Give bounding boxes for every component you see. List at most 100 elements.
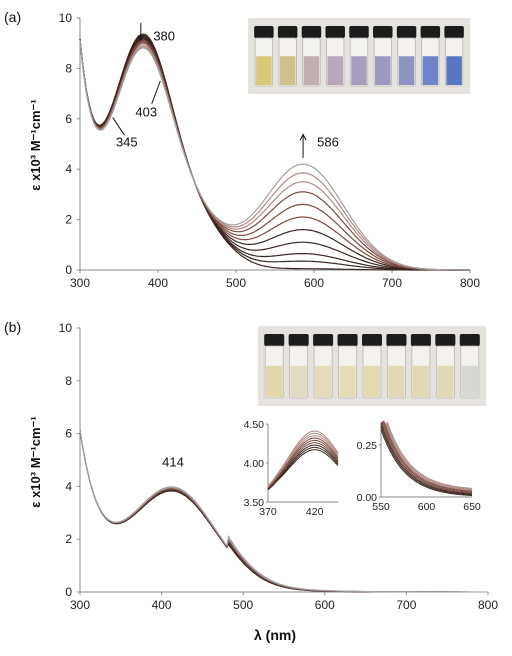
panel-a-ylabel: ε x10³ M⁻¹cm⁻¹ [28,99,43,190]
panel-b-ytick-label: 10 [59,321,73,335]
vial-cap [459,334,480,346]
vial-solution [398,56,415,85]
panel-b-ytick-label: 4 [65,479,72,493]
inset-left-spectrum-line [267,435,339,488]
inset-left-spectrum-line [267,437,339,488]
vial-solution [315,365,332,397]
vial-cap [435,334,456,346]
pointer-403 [151,80,161,104]
inset-left-ytick-label: 4.50 [244,419,265,431]
panel-a-ytick-label: 10 [59,11,73,25]
panel-a-xtick-label: 800 [460,276,480,290]
panel-b-inset-left: 370 420 3.50 4.00 4.50 [244,419,339,518]
vial-cap [349,26,369,38]
vial-cap [396,26,417,38]
panel-b-xtick-label: 500 [233,598,253,612]
vial-cap [325,26,345,38]
arrowhead-586 [299,133,307,141]
inset-right-spectrum-line [386,422,473,489]
panel-b-inset-right: 550 600 650 0.00 0.25 [357,420,481,513]
panel-b-spectrum-line [79,429,488,593]
arrowhead-380 [137,35,145,42]
annotation-380: 380 [153,29,175,44]
inset-left-xtick-label: 370 [259,506,277,518]
vial-cap [254,26,274,38]
annotation-403: 403 [135,104,157,119]
vial-solution [437,365,454,397]
vial-solution [290,365,307,397]
vial-cap [288,334,309,346]
vial-solution [351,56,367,85]
panel-a-spectrum-line [79,40,470,271]
vial-cap [337,334,358,346]
panel-b-annotations: 414 [162,455,184,470]
inset-left-spectrum-line [267,430,339,487]
inset-left-spectrum-line [267,449,339,491]
inset-right-spectrum-line [386,422,473,490]
inset-right-ytick-label: 0.25 [357,440,378,452]
panel-a-xtick-label: 300 [70,276,90,290]
panel-a-ytick-label: 4 [65,162,72,176]
panel-b-ytick-label: 6 [65,427,72,441]
vial-cap [373,26,393,38]
inset-right-ytick-label: 0.00 [357,492,378,504]
panel-a-ytick-label: 2 [65,213,72,227]
inset-left-ytick-label: 3.50 [244,497,265,509]
vial-cap [264,334,285,346]
vial-solution [461,365,478,397]
vial-cap [410,334,431,346]
panel-b-ytick-label: 0 [65,585,72,599]
panel-a-label: (a) [4,9,21,25]
panel-b-xtick-label: 700 [396,598,416,612]
vial-cap [277,26,298,38]
inset-left-spectrum-line [267,439,339,489]
vial-solution [256,56,272,85]
vial-solution [303,56,320,85]
panel-a-photo [248,18,470,94]
panel-b-xtick-label: 800 [478,598,498,612]
vial-cap [301,26,322,38]
panel-b-xlabel: λ (nm) [254,627,296,643]
panel-a-ytick-label: 6 [65,112,72,126]
panel-a-ytick-label: 0 [65,263,72,277]
panel-a-xtick-label: 400 [148,276,168,290]
inset-right-spectrum-line [380,422,473,495]
inset-left-spectrum-line [267,446,339,490]
inset-right-xtick-label: 600 [418,501,436,513]
inset-right-xtick-label: 650 [463,501,481,513]
panel-b-xtick-label: 400 [152,598,172,612]
inset-right-spectrum-line [382,420,473,493]
panel-a-vials [254,26,464,87]
panel-a-ytick-label: 8 [65,61,72,75]
panel-b-ytick-label: 2 [65,532,72,546]
panel-b: (b) 300 400 500 600 700 800 0 2 4 6 8 10 414 370 420… [4,319,498,643]
vial-solution [375,56,391,85]
vial-solution [339,365,356,397]
vial-solution [422,56,439,85]
panel-a-annotations: 380 586 403 345 [112,23,339,158]
vial-solution [446,56,462,85]
vial-cap [313,334,334,346]
vial-cap [386,334,407,346]
panel-a-xtick-label: 700 [382,276,402,290]
inset-right-spectrum-line [380,429,473,497]
panel-b-xtick-label: 300 [70,598,90,612]
panel-a-xtick-label: 600 [304,276,324,290]
inset-left-spectrum-line [267,442,339,489]
annotation-345: 345 [116,135,138,150]
vial-solution [327,56,343,85]
vial-cap [420,26,441,38]
panel-a-axes: 300 400 500 600 700 800 0 2 4 6 8 10 [59,11,481,290]
panel-b-ytick-label: 8 [65,374,72,388]
vial-solution [363,365,381,397]
panel-a-series [79,33,470,271]
vial-solution [279,56,296,85]
annotation-414: 414 [162,455,184,470]
inset-left-ytick-label: 4.00 [244,458,265,470]
panel-b-label: (b) [4,319,21,335]
vial-cap [361,334,383,346]
annotation-586: 586 [317,135,339,150]
panel-a-xtick-label: 500 [226,276,246,290]
inset-right-xtick-label: 550 [372,501,390,513]
